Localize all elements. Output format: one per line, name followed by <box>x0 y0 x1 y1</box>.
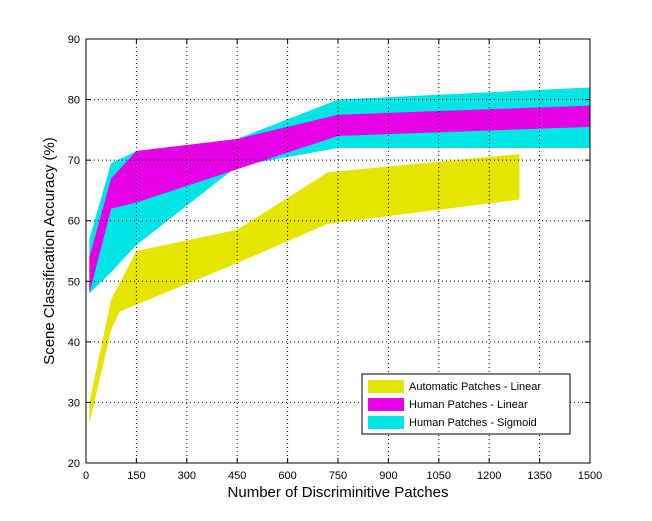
x-tick-label: 900 <box>379 470 397 482</box>
grid <box>86 39 590 463</box>
y-tick-label: 40 <box>68 337 80 349</box>
y-tick-label: 80 <box>68 95 80 107</box>
x-tick-label: 1050 <box>427 470 451 482</box>
series-bands <box>89 87 591 424</box>
x-tick-label: 1500 <box>578 470 602 482</box>
x-axis-label: Number of Discriminitive Patches <box>228 484 449 501</box>
series-band-human-patches-linear <box>89 105 591 294</box>
legend-swatch-human-patches-sigmoid <box>368 416 404 429</box>
legend-entry-automatic-patches-linear: Automatic Patches - Linear <box>409 381 541 393</box>
x-tick-label: 600 <box>278 470 296 482</box>
legend-entry-human-patches-sigmoid: Human Patches - Sigmoid <box>409 417 537 429</box>
legend-swatch-human-patches-linear <box>368 398 404 411</box>
series-band-automatic-patches-linear <box>89 154 520 424</box>
legend-swatch-automatic-patches-linear <box>368 380 404 393</box>
y-tick-label: 50 <box>68 276 80 288</box>
x-tick-label: 1200 <box>477 470 501 482</box>
y-tick-label: 70 <box>68 155 80 167</box>
y-tick-label: 90 <box>68 34 80 46</box>
x-tick-label: 300 <box>178 470 196 482</box>
x-tick-label: 0 <box>83 470 89 482</box>
y-tick-label: 60 <box>68 216 80 228</box>
x-tick-label: 1350 <box>527 470 551 482</box>
x-tick-label: 750 <box>329 470 347 482</box>
y-axis-label: Scene Classification Accuracy (%) <box>41 137 58 365</box>
y-axis-ticks: 20 30 40 50 60 70 80 90 <box>68 34 590 470</box>
legend: Automatic Patches - Linear Human Patches … <box>361 373 571 435</box>
y-tick-label: 20 <box>68 458 80 470</box>
x-tick-label: 450 <box>228 470 246 482</box>
y-tick-label: 30 <box>68 397 80 409</box>
series-band-human-patches-sigmoid <box>89 87 591 294</box>
x-tick-label: 150 <box>127 470 145 482</box>
legend-entry-human-patches-linear: Human Patches - Linear <box>409 399 528 411</box>
x-axis-ticks: 0 150 300 450 600 750 900 1050 1200 1350 1500 <box>83 39 602 482</box>
